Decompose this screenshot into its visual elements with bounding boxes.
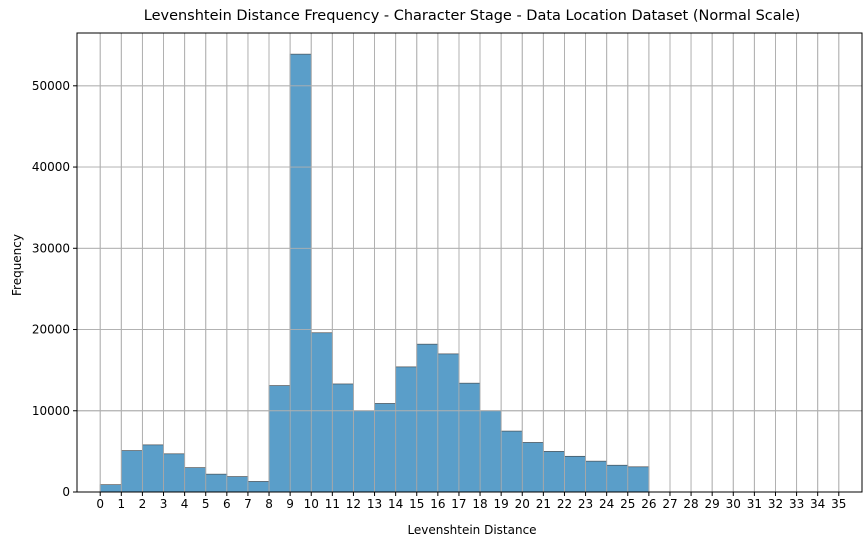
x-tick-label: 1 xyxy=(117,497,125,511)
x-axis-label: Levenshtein Distance xyxy=(407,523,536,537)
x-tick-label: 9 xyxy=(286,497,294,511)
y-tick-label: 50000 xyxy=(32,79,70,93)
x-axis-ticks: 0 1 2 3 4 5 6 7 8 9 10 11 12 13 14 15 16 17 18 19 20 21 22 23 24… xyxy=(96,492,846,511)
histogram-bar xyxy=(500,430,523,493)
x-tick-label: 23 xyxy=(578,497,593,511)
y-tick-label: 0 xyxy=(62,485,70,499)
histogram-bar xyxy=(416,343,439,493)
x-tick-label: 34 xyxy=(810,497,825,511)
y-axis-label: Frequency xyxy=(10,234,24,296)
y-tick-label: 10000 xyxy=(32,404,70,418)
histogram-bar xyxy=(564,455,586,493)
x-tick-label: 22 xyxy=(557,497,572,511)
histogram-bar xyxy=(268,385,291,493)
x-tick-label: 20 xyxy=(515,497,530,511)
x-tick-label: 7 xyxy=(244,497,252,511)
x-tick-label: 6 xyxy=(223,497,231,511)
x-tick-label: 2 xyxy=(139,497,147,511)
grid-overlay xyxy=(77,33,862,493)
x-tick-label: 10 xyxy=(304,497,319,511)
x-tick-label: 15 xyxy=(409,497,424,511)
plot-frame xyxy=(76,32,863,493)
x-tick-label: 21 xyxy=(536,497,551,511)
x-tick-label: 12 xyxy=(346,497,361,511)
x-tick-label: 4 xyxy=(181,497,189,511)
x-tick-label: 13 xyxy=(367,497,382,511)
histogram-bar xyxy=(585,460,607,493)
histogram-bar xyxy=(142,444,164,493)
x-tick-label: 28 xyxy=(683,497,698,511)
histogram-bar xyxy=(479,410,502,493)
x-tick-label: 30 xyxy=(726,497,741,511)
chart-title: Levenshtein Distance Frequency - Charact… xyxy=(144,8,801,24)
x-tick-label: 5 xyxy=(202,497,210,511)
histogram-bar xyxy=(606,464,629,493)
y-tick-label: 20000 xyxy=(32,323,70,337)
histogram-bar xyxy=(121,450,143,493)
histogram-bar xyxy=(184,467,207,493)
histogram-bar xyxy=(99,484,122,493)
histogram-bar xyxy=(205,473,228,493)
x-tick-label: 29 xyxy=(705,497,720,511)
histogram-bar xyxy=(247,481,270,493)
x-tick-label: 11 xyxy=(325,497,340,511)
x-tick-label: 27 xyxy=(662,497,677,511)
histogram-bar xyxy=(332,383,354,493)
x-tick-label: 35 xyxy=(831,497,846,511)
x-tick-label: 16 xyxy=(430,497,445,511)
histogram-bar xyxy=(395,366,418,493)
histogram-bar xyxy=(163,453,185,493)
x-tick-label: 33 xyxy=(789,497,804,511)
histogram-bar xyxy=(310,332,333,493)
x-tick-label: 24 xyxy=(599,497,614,511)
x-tick-label: 31 xyxy=(747,497,762,511)
histogram-bar xyxy=(521,442,544,493)
histogram-bar xyxy=(226,476,249,493)
y-axis-ticks: 0 10000 20000 30000 40000 50000 xyxy=(32,79,77,499)
histogram-bar xyxy=(289,53,312,493)
y-tick-label: 30000 xyxy=(32,241,70,255)
histogram-bars xyxy=(77,33,862,493)
x-tick-label: 17 xyxy=(451,497,466,511)
x-tick-label: 3 xyxy=(160,497,168,511)
x-tick-label: 19 xyxy=(494,497,509,511)
histogram-bar xyxy=(374,403,396,493)
x-tick-label: 18 xyxy=(472,497,487,511)
axes-frame xyxy=(76,32,863,493)
histogram-bar xyxy=(353,410,375,493)
x-tick-label: 8 xyxy=(265,497,273,511)
histogram-bar xyxy=(437,353,460,493)
histogram-bar xyxy=(627,466,650,493)
y-tick-label: 40000 xyxy=(32,160,70,174)
x-tick-label: 32 xyxy=(768,497,783,511)
x-tick-label: 26 xyxy=(641,497,656,511)
x-tick-label: 0 xyxy=(96,497,104,511)
histogram-bar xyxy=(543,451,565,493)
histogram-bar xyxy=(458,382,481,493)
x-tick-label: 25 xyxy=(620,497,635,511)
x-tick-label: 14 xyxy=(388,497,403,511)
